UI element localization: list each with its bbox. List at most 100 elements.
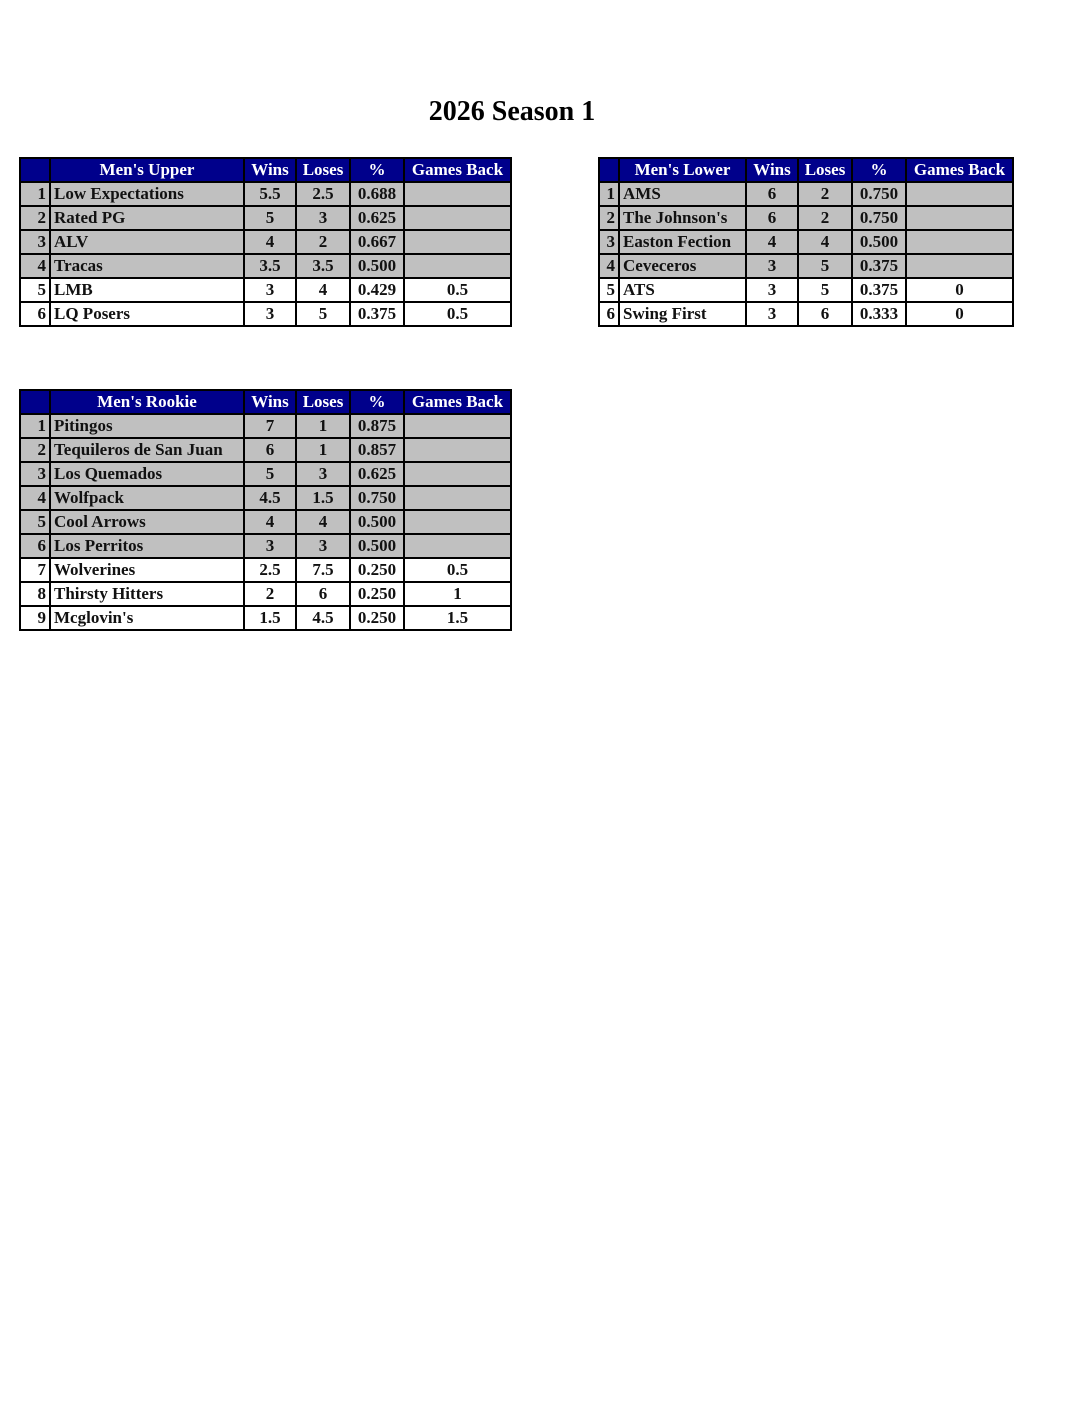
games-back-cell (905, 253, 1014, 279)
wins-header: Wins (243, 389, 297, 415)
loses-header: Loses (295, 389, 351, 415)
games-back-cell (403, 437, 512, 463)
rank-cell: 2 (598, 205, 620, 231)
table-row: 3 Easton Fection 4 4 0.500 (598, 229, 1014, 255)
pct-cell: 0.500 (349, 509, 405, 535)
rank-cell: 4 (19, 253, 51, 279)
pct-cell: 0.375 (851, 253, 907, 279)
games-back-cell (403, 533, 512, 559)
loses-cell: 3 (295, 533, 351, 559)
team-name-cell: Pitingos (49, 413, 245, 439)
rank-cell: 8 (19, 581, 51, 607)
loses-cell: 2.5 (295, 181, 351, 207)
table-row: 4 Wolfpack 4.5 1.5 0.750 (19, 485, 512, 511)
rank-cell: 5 (598, 277, 620, 303)
pct-cell: 0.750 (851, 205, 907, 231)
loses-cell: 5 (797, 277, 853, 303)
loses-cell: 4 (295, 277, 351, 303)
rank-cell: 1 (598, 181, 620, 207)
pct-cell: 0.500 (851, 229, 907, 255)
rank-cell: 6 (598, 301, 620, 327)
games-back-cell: 0 (905, 301, 1014, 327)
wins-cell: 6 (745, 205, 799, 231)
team-name-cell: Mcglovin's (49, 605, 245, 631)
loses-cell: 1 (295, 413, 351, 439)
team-name-cell: Los Quemados (49, 461, 245, 487)
games-back-cell: 0.5 (403, 277, 512, 303)
loses-cell: 1 (295, 437, 351, 463)
wins-cell: 4 (243, 229, 297, 255)
table-row: 2 Tequileros de San Juan 6 1 0.857 (19, 437, 512, 463)
rank-header (598, 157, 620, 183)
wins-header: Wins (243, 157, 297, 183)
team-name-cell: Ceveceros (618, 253, 747, 279)
standings-table-mens-rookie: Men's Rookie Wins Loses% Games Back 1 Pitingo… (19, 389, 512, 631)
games-back-cell (403, 413, 512, 439)
team-name-cell: Rated PG (49, 205, 245, 231)
loses-cell: 6 (295, 581, 351, 607)
rank-cell: 1 (19, 181, 51, 207)
pct-cell: 0.250 (349, 605, 405, 631)
pct-cell: 0.250 (349, 581, 405, 607)
standings-table-mens-lower: Men's Lower Wins Loses% Games Back 1 AMS 6 2 0.7… (598, 157, 1014, 327)
games-back-cell (403, 229, 512, 255)
header-row: Men's Upper Wins Loses% Games Back (19, 157, 512, 183)
loses-cell: 3 (295, 461, 351, 487)
games-back-cell: 0.5 (403, 301, 512, 327)
team-name-cell: The Johnson's (618, 205, 747, 231)
team-name-cell: Easton Fection (618, 229, 747, 255)
table-row: 5 Cool Arrows 4 4 0.500 (19, 509, 512, 535)
rank-header (19, 389, 51, 415)
games-back-cell (403, 181, 512, 207)
rank-cell: 3 (19, 461, 51, 487)
rank-cell: 3 (19, 229, 51, 255)
header-row: Men's Lower Wins Loses% Games Back (598, 157, 1014, 183)
pct-cell: 0.375 (851, 277, 907, 303)
team-name-cell: Tracas (49, 253, 245, 279)
loses-cell: 3.5 (295, 253, 351, 279)
rank-cell: 2 (19, 205, 51, 231)
team-name-cell: LMB (49, 277, 245, 303)
wins-cell: 3 (745, 301, 799, 327)
division-header: Men's Upper (49, 157, 245, 183)
loses-cell: 7.5 (295, 557, 351, 583)
table-row: 8 Thirsty Hitters 2 6 0.250 1 (19, 581, 512, 607)
rank-cell: 3 (598, 229, 620, 255)
loses-cell: 4 (295, 509, 351, 535)
wins-cell: 3 (243, 277, 297, 303)
pct-cell: 0.750 (851, 181, 907, 207)
table-row: 1 Pitingos 7 1 0.875 (19, 413, 512, 439)
division-header: Men's Rookie (49, 389, 245, 415)
games-back-header: Games Back (403, 157, 512, 183)
rank-cell: 2 (19, 437, 51, 463)
table-row: 5 ATS 3 5 0.375 0 (598, 277, 1014, 303)
games-back-cell (403, 509, 512, 535)
wins-cell: 5 (243, 461, 297, 487)
team-name-cell: AMS (618, 181, 747, 207)
wins-cell: 5 (243, 205, 297, 231)
loses-cell: 5 (797, 253, 853, 279)
table-row: 6 Los Perritos 3 3 0.500 (19, 533, 512, 559)
loses-cell: 2 (295, 229, 351, 255)
wins-cell: 1.5 (243, 605, 297, 631)
wins-cell: 7 (243, 413, 297, 439)
pct-cell: 0.500 (349, 533, 405, 559)
page-title: 2026 Season 1 (428, 96, 596, 127)
loses-cell: 4.5 (295, 605, 351, 631)
loses-cell: 3 (295, 205, 351, 231)
wins-cell: 5.5 (243, 181, 297, 207)
games-back-cell (905, 181, 1014, 207)
rank-cell: 6 (19, 533, 51, 559)
rank-cell: 7 (19, 557, 51, 583)
wins-cell: 3.5 (243, 253, 297, 279)
wins-cell: 6 (745, 181, 799, 207)
table-row: 4 Tracas 3.5 3.5 0.500 (19, 253, 512, 279)
wins-cell: 2 (243, 581, 297, 607)
wins-cell: 3 (243, 301, 297, 327)
wins-cell: 3 (745, 253, 799, 279)
loses-cell: 1.5 (295, 485, 351, 511)
pct-cell: 0.250 (349, 557, 405, 583)
team-name-cell: Cool Arrows (49, 509, 245, 535)
pct-header: % (349, 389, 405, 415)
table-row: 1 Low Expectations 5.5 2.5 0.688 (19, 181, 512, 207)
